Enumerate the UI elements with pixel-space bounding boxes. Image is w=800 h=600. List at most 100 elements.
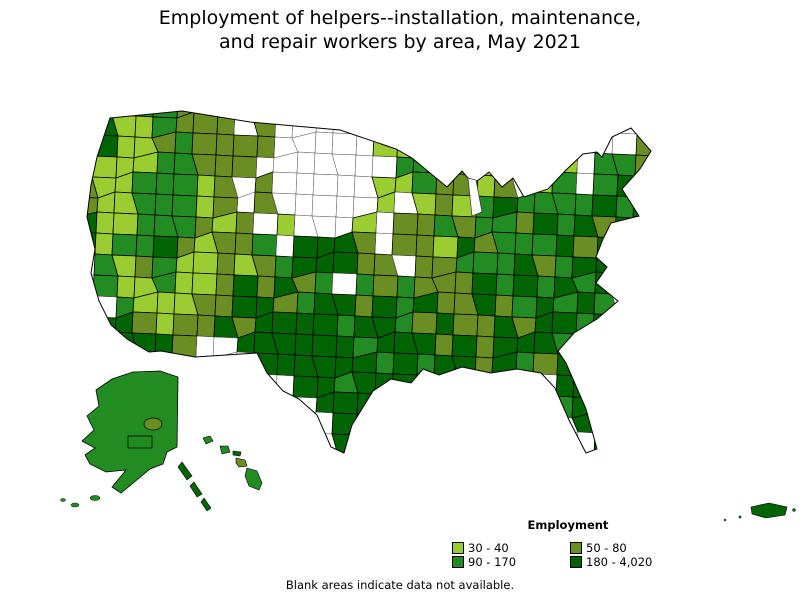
map-area-cell <box>611 132 638 156</box>
map-area-cell <box>556 353 576 377</box>
map-area-cell <box>674 192 698 214</box>
map-area-cell <box>476 174 496 198</box>
legend-label: 180 - 4,020 <box>586 555 653 569</box>
map-area-cell <box>331 412 358 436</box>
map-area-cell <box>456 111 476 119</box>
alaska-panhandle-island <box>200 497 212 512</box>
map-area-cell <box>531 111 558 117</box>
map-area-cell <box>231 295 258 319</box>
map-area-cell <box>155 172 175 196</box>
map-area-cell <box>91 155 118 179</box>
map-area-cell <box>292 235 319 259</box>
map-area-cell <box>552 431 579 453</box>
map-area-cell <box>672 94 697 116</box>
map-area-cell <box>634 154 651 178</box>
map-area-cell <box>616 314 636 338</box>
map-area-cell <box>576 151 596 175</box>
map-area-cell <box>152 111 179 119</box>
map-area-cell <box>272 431 299 453</box>
map-area-cell <box>414 255 434 279</box>
legend-label: 50 - 80 <box>586 541 627 555</box>
map-area-cell <box>673 213 698 235</box>
map-area-cell <box>232 274 259 298</box>
map-area-cell <box>571 116 598 139</box>
map-area-cell <box>315 111 335 134</box>
legend-item: 50 - 80 <box>570 541 684 555</box>
map-area-cell <box>96 331 116 354</box>
map-area-cell <box>396 275 416 299</box>
map-area-cell <box>455 111 475 134</box>
map-area-cell <box>95 211 115 235</box>
map-area-cell <box>87 231 97 255</box>
alaska-panhandle-island <box>177 461 193 481</box>
map-area-cell <box>216 252 236 276</box>
map-area-cell <box>275 111 295 118</box>
map-area-cell <box>174 131 194 155</box>
map-area-cell <box>596 376 616 399</box>
map-area-cell <box>656 212 674 234</box>
map-area-cell <box>351 111 377 115</box>
map-area-cell <box>335 335 355 359</box>
map-area-cell <box>192 391 219 415</box>
map-area-cell <box>135 234 155 258</box>
alaska-inset <box>60 370 212 512</box>
map-area-cell <box>697 214 715 236</box>
map-area-cell <box>354 434 374 453</box>
legend-item: 90 - 170 <box>452 555 570 569</box>
map-area-cell <box>311 334 338 358</box>
map-area-cell <box>431 116 458 139</box>
map-area-cell <box>233 393 259 417</box>
map-area-cell <box>87 111 97 115</box>
map-area-cell <box>692 333 716 355</box>
map-area-cell <box>572 111 599 119</box>
map-area-cell <box>251 111 278 117</box>
legend-swatch-icon <box>452 556 464 568</box>
map-area-cell <box>694 417 718 438</box>
map-area-cell <box>452 313 479 337</box>
map-area-cell <box>292 111 319 119</box>
map-area-cell <box>156 291 176 315</box>
map-area-cell <box>491 371 517 395</box>
map-area-cell <box>453 432 479 453</box>
legend-grid: 30 - 40 50 - 80 90 - 170 180 - 4,020 <box>452 541 684 569</box>
map-area-cell <box>432 375 459 399</box>
map-area-cell <box>592 173 619 197</box>
map-area-cell <box>513 393 539 417</box>
map-area-cell <box>432 111 459 119</box>
map-area-cell <box>436 291 456 315</box>
map-area-cell <box>136 213 156 237</box>
map-area-cell <box>475 335 495 359</box>
chart-title-line1: Employment of helpers--installation, mai… <box>158 7 642 29</box>
map-area-cell <box>331 272 358 296</box>
map-area-cell <box>391 111 418 117</box>
map-area-cell <box>392 212 419 236</box>
map-area-cell <box>156 151 176 175</box>
map-area-cell <box>694 137 718 158</box>
hawaii-maui <box>235 457 248 468</box>
map-area-cell <box>374 111 394 116</box>
map-area-cell <box>414 115 434 139</box>
legend-swatch-icon <box>452 542 464 554</box>
map-area-cell <box>594 411 614 435</box>
map-area-cell <box>431 396 458 419</box>
legend-swatch-icon <box>570 556 582 568</box>
map-area-cell <box>372 134 399 158</box>
map-area-cell <box>657 332 675 353</box>
map-area-cell <box>672 234 697 256</box>
map-area-cell <box>613 231 639 254</box>
map-area-cell <box>174 271 194 295</box>
map-area-cell <box>111 111 138 117</box>
map-area-cell <box>611 412 638 436</box>
map-area-cell <box>391 114 417 138</box>
hawaii-kauai <box>202 435 214 445</box>
map-area-cell <box>434 193 454 217</box>
map-area-cell <box>432 235 459 259</box>
map-area-cell <box>372 274 399 298</box>
map-area-cell <box>196 174 216 198</box>
map-area-cell <box>274 395 294 419</box>
map-area-cell <box>234 232 254 256</box>
map-area-cell <box>214 294 234 318</box>
map-area-cell <box>511 295 538 319</box>
map-area-cell <box>171 355 197 379</box>
map-area-cell <box>571 131 597 154</box>
